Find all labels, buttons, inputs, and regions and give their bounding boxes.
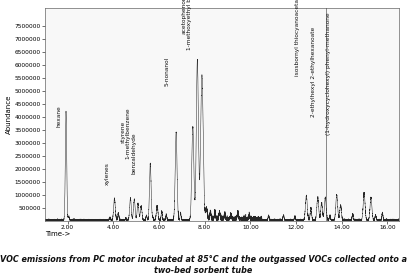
Text: hexane: hexane — [57, 106, 61, 128]
Text: xylenes: xylenes — [105, 162, 109, 185]
Text: 1-methylbenzene: 1-methylbenzene — [125, 107, 130, 159]
Text: 1-methoxyethyl benzene: 1-methoxyethyl benzene — [187, 0, 192, 50]
Text: acetophenone: acetophenone — [182, 0, 187, 34]
X-axis label: Time->: Time-> — [45, 231, 70, 237]
Text: 2-ethylhexyl 2-ethylhexanoate: 2-ethylhexyl 2-ethylhexanoate — [311, 27, 316, 117]
Text: VOC emissions from PC motor incubated at 85°C and the outgassed VOCs collected o: VOC emissions from PC motor incubated at… — [0, 255, 407, 275]
Y-axis label: Abundance: Abundance — [6, 95, 11, 134]
Text: isosbornyl thiocyanoacetate: isosbornyl thiocyanoacetate — [295, 0, 300, 76]
Text: styrene: styrene — [120, 121, 125, 143]
Text: (1-hydroxycyclohexyl) phenyl-methanone: (1-hydroxycyclohexyl) phenyl-methanone — [326, 13, 331, 135]
Text: 5-nonanol: 5-nonanol — [164, 57, 169, 86]
Text: benzaldehyde: benzaldehyde — [132, 132, 137, 174]
